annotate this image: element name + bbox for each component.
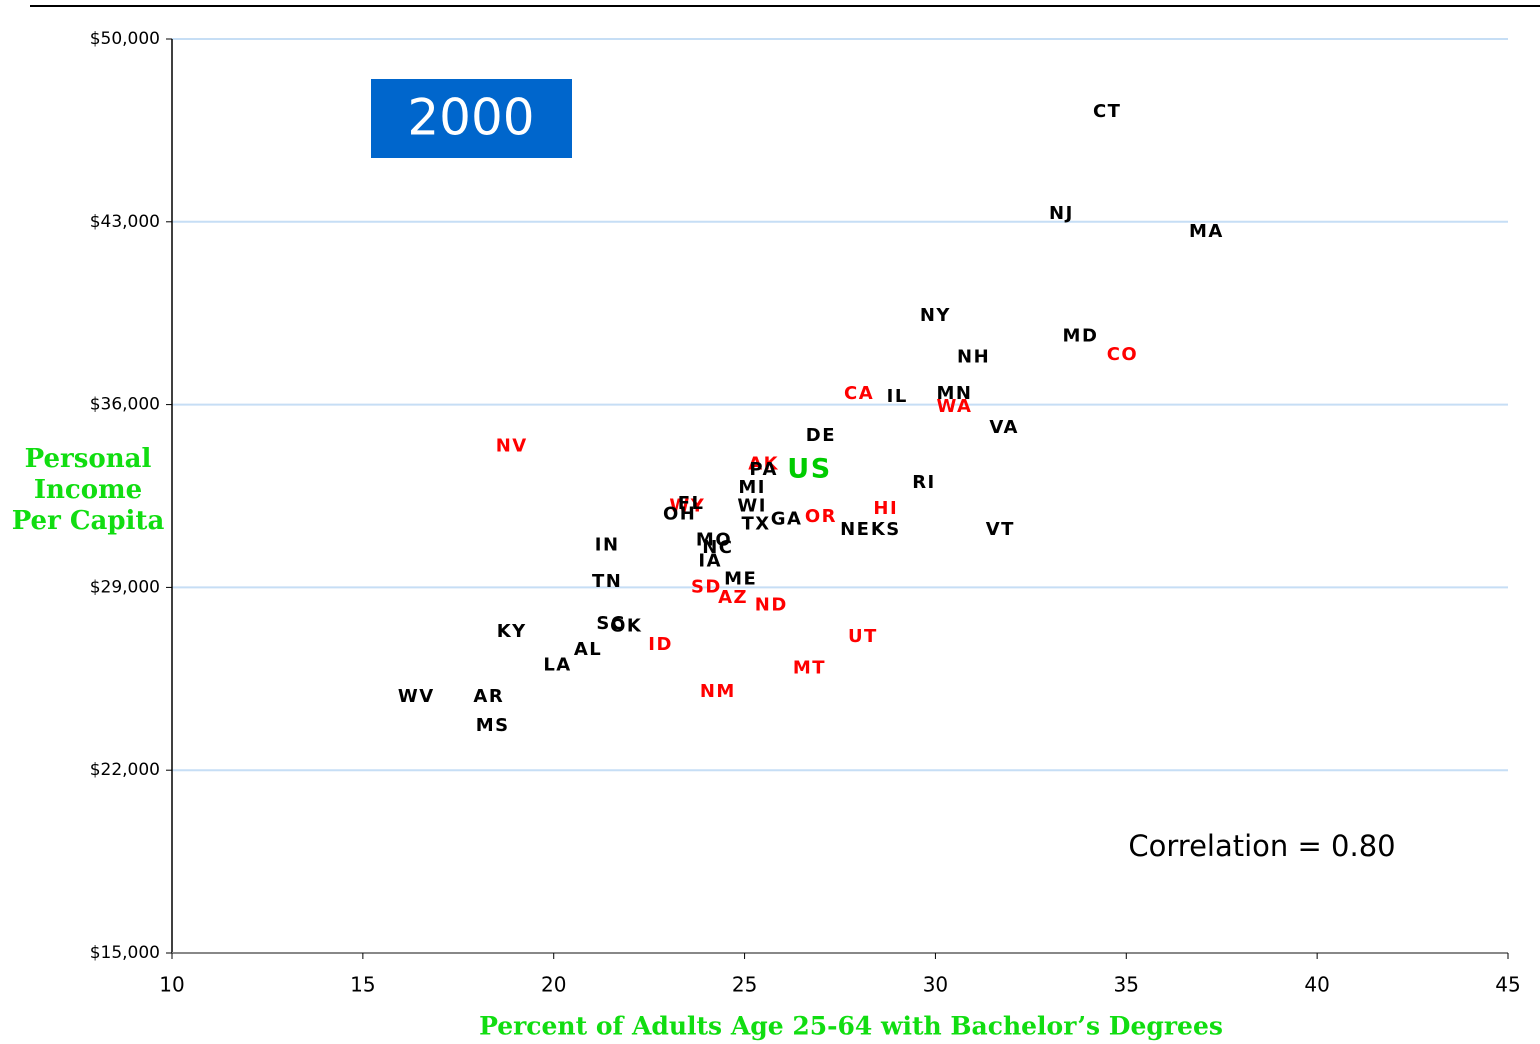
x-tick-label: 45: [1495, 973, 1520, 997]
point-label: TX: [741, 514, 770, 535]
point-label: US: [787, 453, 831, 484]
y-tick-label: $29,000: [90, 577, 160, 597]
point-label: PA: [749, 459, 777, 480]
point-label: OR: [805, 506, 837, 527]
point-label: DE: [806, 425, 836, 446]
point-label: LA: [543, 655, 571, 676]
point-label: KY: [497, 621, 527, 642]
x-tick-label: 20: [541, 973, 566, 997]
point-label: OK: [610, 616, 642, 637]
point-label: IN: [595, 535, 620, 556]
y-tick-label: $22,000: [90, 760, 160, 780]
point-label: WV: [398, 686, 435, 707]
point-label: IA: [698, 550, 722, 571]
x-tick-label: 15: [350, 973, 375, 997]
point-label: CO: [1107, 344, 1139, 365]
point-label: IL: [887, 386, 908, 407]
x-tick-label: 10: [159, 973, 184, 997]
point-label: VT: [986, 519, 1015, 540]
y-tick-label: $50,000: [90, 29, 160, 49]
point-label: SD: [691, 576, 722, 597]
point-label: MI: [738, 477, 766, 498]
x-tick-label: 35: [1114, 973, 1139, 997]
chart-title: 2000: [407, 89, 534, 147]
x-axis-label: Percent of Adults Age 25-64 with Bachelo…: [479, 1012, 1223, 1041]
point-label: HI: [873, 498, 898, 519]
x-tick-label: 25: [732, 973, 757, 997]
point-label: MA: [1189, 221, 1224, 242]
point-label: CT: [1093, 101, 1122, 122]
y-axis-label: Personal Income Per Capita: [11, 444, 165, 536]
y-tick-label: $43,000: [90, 212, 160, 232]
point-label: NM: [700, 681, 736, 702]
point-label: TN: [592, 571, 622, 592]
point-label: AK: [748, 454, 779, 475]
point-label: WA: [937, 396, 973, 417]
point-label: GA: [771, 509, 803, 530]
point-label: NV: [496, 435, 528, 456]
annotation: Correlation = 0.80: [1128, 829, 1395, 863]
point-label: MN: [937, 383, 973, 404]
title-box: [371, 79, 572, 158]
y-tick-label: $36,000: [90, 395, 160, 415]
y-tick-label: $15,000: [90, 943, 160, 963]
point-label: FL: [678, 493, 705, 514]
point-label: MT: [793, 657, 826, 678]
point-label: VA: [989, 417, 1019, 438]
point-label: MD: [1063, 326, 1099, 347]
point-label: CA: [844, 383, 874, 404]
point-label: WY: [669, 495, 705, 516]
x-tick-label: 40: [1304, 973, 1329, 997]
point-label: NH: [957, 347, 990, 368]
point-label: AZ: [718, 587, 748, 608]
point-label: MO: [696, 529, 732, 550]
point-label: SC: [596, 613, 625, 634]
point-label: RI: [912, 472, 936, 493]
point-label: AR: [473, 686, 504, 707]
point-label: NC: [702, 537, 733, 558]
point-label: MS: [476, 715, 510, 736]
point-label: OH: [663, 503, 696, 524]
point-label: AL: [574, 639, 602, 660]
point-label: ND: [755, 595, 788, 616]
point-label: NJ: [1049, 203, 1074, 224]
point-label: ME: [724, 569, 757, 590]
point-label: NY: [920, 305, 951, 326]
point-label: ID: [648, 634, 673, 655]
point-label: UT: [848, 626, 878, 647]
x-tick-label: 30: [923, 973, 948, 997]
point-label: WI: [737, 495, 767, 516]
point-label: NE: [840, 519, 870, 540]
point-label: KS: [871, 519, 901, 540]
